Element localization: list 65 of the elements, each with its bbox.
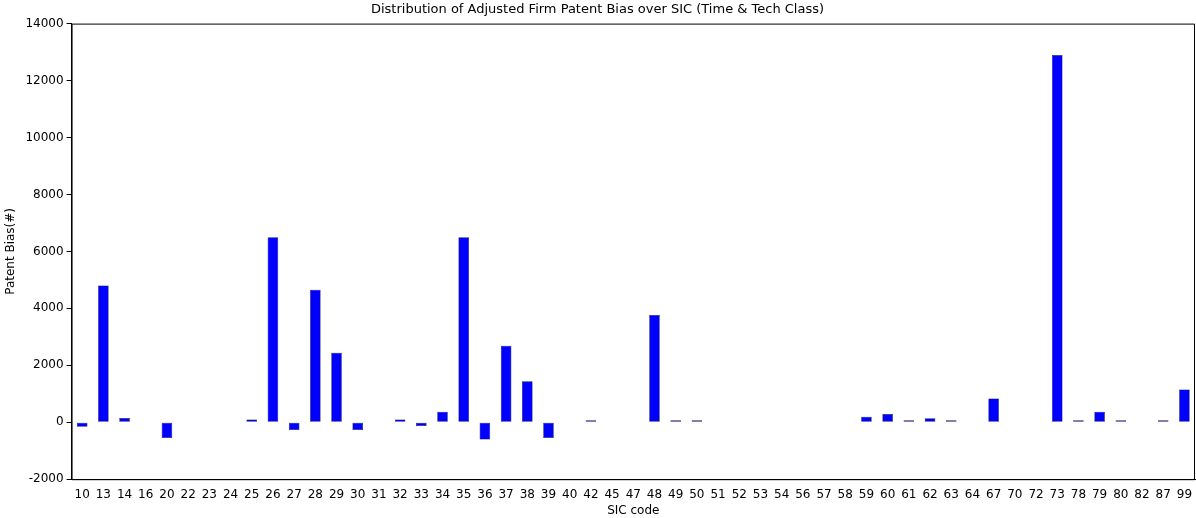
x-tick-label: 60: [880, 486, 896, 501]
x-tick-label: 58: [837, 486, 853, 501]
x-tick-label: 36: [477, 486, 493, 501]
x-tick-label: 70: [1007, 486, 1023, 501]
x-tick-label: 79: [1091, 486, 1108, 501]
x-tick-label: 87: [1155, 486, 1171, 501]
x-tick-label: 40: [562, 486, 578, 501]
y-tick-label: -2000: [28, 471, 64, 486]
x-tick-label: 47: [625, 486, 641, 501]
x-tick-label: 63: [943, 486, 959, 501]
x-tick-label: 82: [1134, 486, 1150, 501]
x-tick-label: 52: [731, 486, 747, 501]
x-tick-label: 34: [434, 486, 451, 501]
y-tick-label: 14000: [25, 15, 64, 30]
x-tick-label: 78: [1070, 486, 1087, 501]
x-tick-label: 29: [328, 486, 345, 501]
x-tick-label: 59: [858, 486, 875, 501]
x-tick-label: 35: [456, 486, 472, 501]
x-tick-label: 28: [307, 486, 323, 501]
x-tick-label: 14: [116, 486, 133, 501]
x-tick-label: 27: [286, 486, 302, 501]
x-tick-label: 53: [752, 486, 769, 501]
x-tick-label: 24: [222, 486, 239, 501]
x-tick-label: 33: [413, 486, 429, 501]
x-tick-label: 30: [350, 486, 366, 501]
x-tick-label: 22: [180, 486, 196, 501]
x-tick-label: 31: [371, 486, 387, 501]
x-tick-label: 72: [1028, 486, 1044, 501]
y-tick-label: 8000: [33, 186, 64, 201]
x-tick-label: 61: [901, 486, 917, 501]
y-tick-label: 12000: [25, 72, 64, 87]
x-tick-label: 56: [795, 486, 811, 501]
x-tick-label: 54: [774, 486, 790, 501]
x-tick-label: 51: [710, 486, 726, 501]
x-tick-label: 57: [816, 486, 832, 501]
x-tick-label: 25: [244, 486, 260, 501]
x-tick-label: 10: [74, 486, 90, 501]
x-tick-label: 62: [922, 486, 938, 501]
x-tick-label: 45: [604, 486, 620, 501]
x-tick-label: 16: [138, 486, 154, 501]
x-tick-label: 13: [95, 486, 112, 501]
x-tick-label: 20: [159, 486, 175, 501]
x-tick-label: 26: [265, 486, 281, 501]
y-axis-title: Patent Bias(#): [3, 207, 18, 295]
x-tick-label: 48: [646, 486, 663, 501]
chart-title: Distribution of Adjusted Firm Patent Bias over SIC (Time & Tech Class): [370, 1, 825, 17]
x-tick-label: 42: [583, 486, 599, 501]
x-tick-label: 37: [498, 486, 514, 501]
x-tick-label: 67: [985, 486, 1002, 501]
y-tick-label: 2000: [33, 357, 64, 372]
x-tick-label: 49: [668, 486, 684, 501]
y-tick-label: 10000: [25, 129, 64, 144]
x-tick-label: 50: [689, 486, 705, 501]
x-tick-label: 64: [964, 486, 981, 501]
x-tick-label: 80: [1113, 486, 1129, 501]
y-tick-label: 4000: [33, 300, 64, 315]
y-tick-label: 0: [55, 414, 64, 429]
x-tick-label: 23: [201, 486, 217, 501]
x-tick-label: 99: [1176, 486, 1193, 501]
x-tick-label: 38: [519, 486, 535, 501]
x-axis-title: SIC code: [607, 502, 660, 517]
x-tick-label: 32: [392, 486, 408, 501]
y-tick-label: 6000: [33, 243, 64, 258]
x-tick-label: 39: [540, 486, 557, 501]
x-tick-label: 73: [1049, 486, 1065, 501]
